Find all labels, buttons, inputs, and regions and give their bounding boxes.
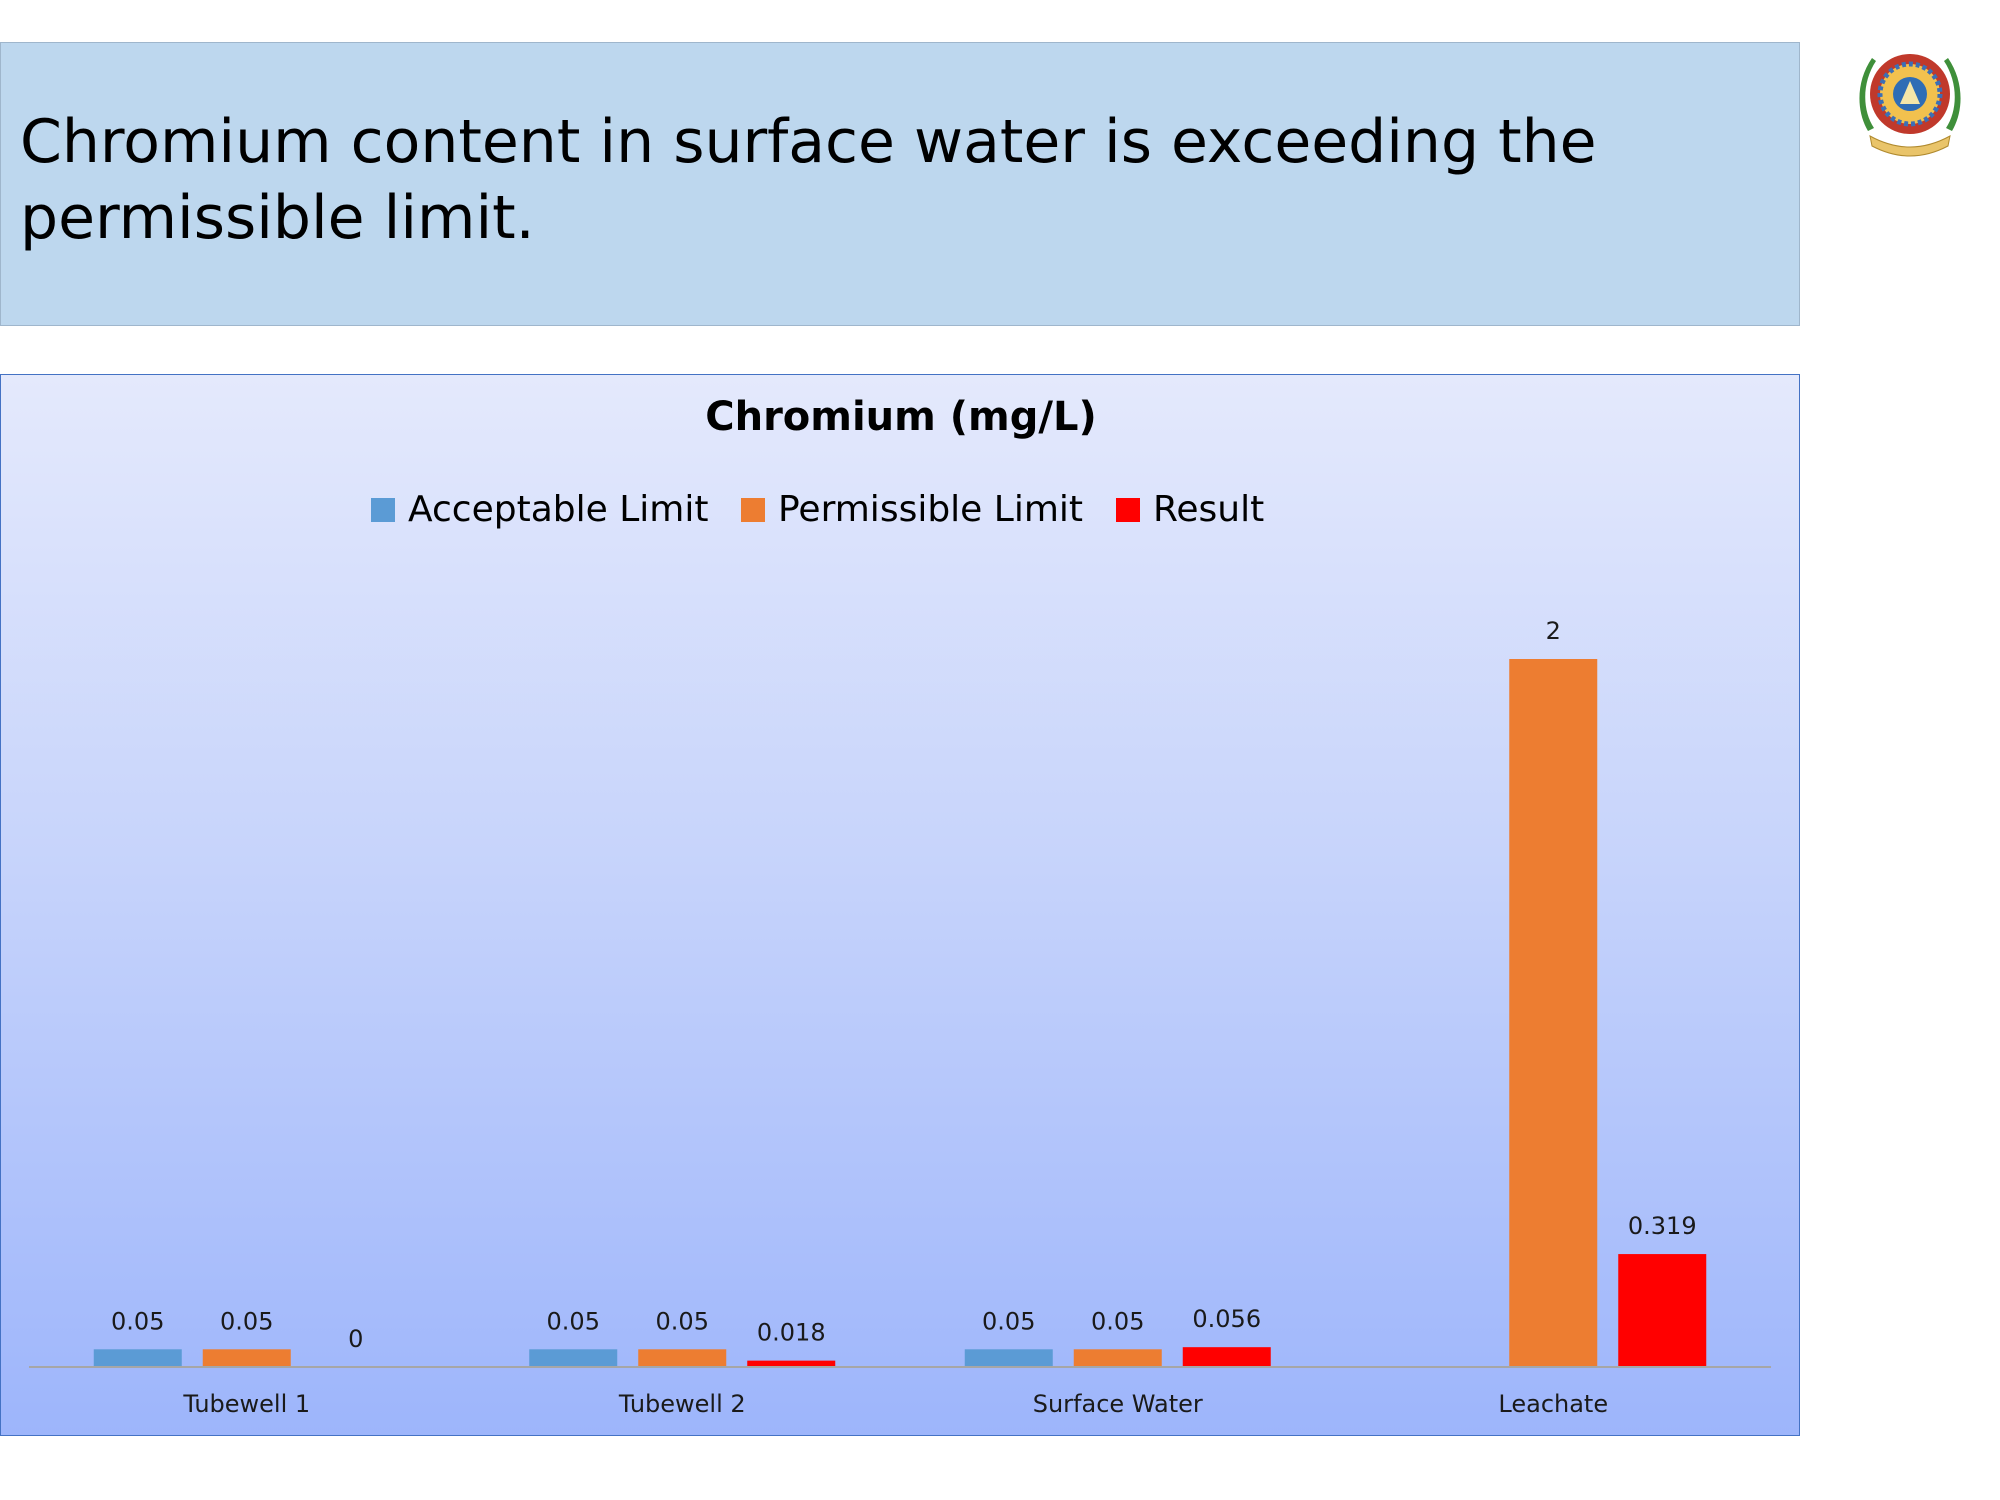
data-label-1-3: 2 — [1546, 617, 1561, 645]
data-label-0-0: 0.05 — [111, 1307, 164, 1335]
bar-1-2 — [1073, 1349, 1162, 1367]
bar-1-1 — [638, 1349, 727, 1367]
legend-label-0: Acceptable Limit — [408, 489, 708, 530]
x-tick-label-2: Surface Water — [1033, 1390, 1203, 1418]
data-label-0-1: 0.05 — [547, 1307, 600, 1335]
seal-emblem — [1900, 81, 1920, 104]
x-tick-label-1: Tubewell 2 — [618, 1390, 746, 1418]
institute-seal-logo — [1859, 54, 1961, 157]
legend-swatch-0 — [371, 498, 395, 522]
chart-legend: Acceptable Limit Permissible Limit Result — [371, 489, 1264, 530]
chart-bars — [93, 659, 1707, 1367]
x-tick-label-0: Tubewell 1 — [182, 1390, 310, 1418]
chart-title: Chromium (mg/L) — [705, 394, 1096, 440]
data-label-1-1: 0.05 — [656, 1307, 709, 1335]
legend-label-2: Result — [1153, 489, 1264, 530]
bar-1-0 — [202, 1349, 291, 1367]
data-label-2-2: 0.056 — [1192, 1305, 1261, 1333]
bar-2-3 — [1618, 1254, 1707, 1367]
legend-swatch-1 — [741, 498, 765, 522]
data-label-2-0: 0 — [348, 1325, 363, 1353]
data-label-0-2: 0.05 — [982, 1307, 1035, 1335]
chart-data-labels: 0.05 0.05 0 0.05 0.05 0.018 0.05 0.05 0.056 2 0.31… — [111, 617, 1697, 1353]
slide-title: Chromium content in surface water is exc… — [20, 107, 1597, 253]
chart-panel: Chromium (mg/L) Acceptable Limit Permissi… — [0, 374, 1800, 1436]
bar-2-2 — [1182, 1347, 1271, 1367]
bar-chart: Chromium (mg/L) Acceptable Limit Permissi… — [29, 394, 1771, 1418]
legend-label-1: Permissible Limit — [778, 489, 1083, 530]
legend-swatch-2 — [1116, 498, 1140, 522]
seal-ribbon — [1869, 135, 1951, 157]
bar-0-0 — [93, 1349, 182, 1367]
bar-0-2 — [964, 1349, 1053, 1367]
data-label-1-0: 0.05 — [220, 1307, 273, 1335]
laurel-wreath — [1859, 58, 1961, 131]
bar-2-1 — [747, 1360, 836, 1367]
bar-1-3 — [1509, 659, 1598, 1367]
x-tick-label-3: Leachate — [1498, 1390, 1608, 1418]
data-label-2-1: 0.018 — [757, 1319, 826, 1347]
bar-0-1 — [529, 1349, 618, 1367]
data-label-2-3: 0.319 — [1628, 1212, 1697, 1240]
data-label-1-2: 0.05 — [1091, 1307, 1144, 1335]
x-axis-tick-labels: Tubewell 1 Tubewell 2 Surface Water Leachat… — [182, 1390, 1608, 1418]
title-banner — [0, 42, 1800, 326]
